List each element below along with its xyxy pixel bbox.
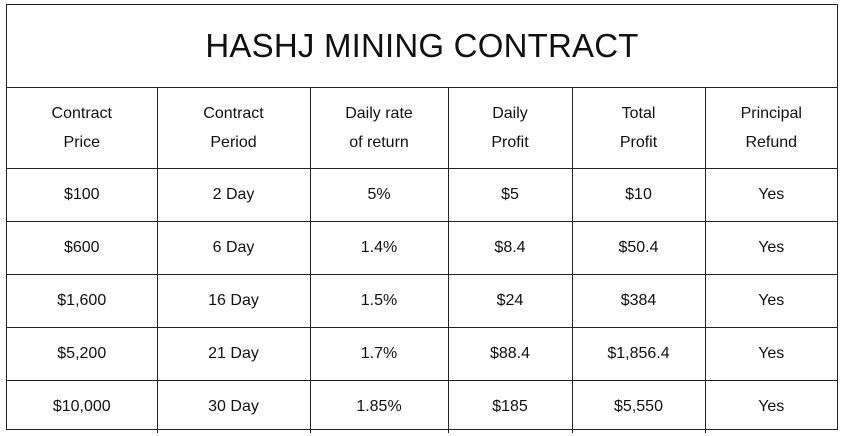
cell-daily-profit: $88.4 — [448, 327, 573, 381]
cell-daily-rate: 1.4% — [310, 221, 449, 275]
cell-contract-period: 6 Day — [157, 221, 311, 275]
cell-daily-profit: $24 — [448, 274, 573, 328]
table-row: $1,600 16 Day 1.5% $24 $384 Yes — [7, 274, 837, 328]
cell-daily-profit: $185 — [448, 380, 573, 433]
header-label-line: Total — [621, 105, 656, 122]
header-total-profit: Total Profit — [572, 88, 706, 169]
table-row: $5,200 21 Day 1.7% $88.4 $1,856.4 Yes — [7, 327, 837, 381]
header-label-line: Contract — [51, 105, 112, 122]
cell-total-profit: $1,856.4 — [572, 327, 706, 381]
cell-principal-refund: Yes — [758, 398, 785, 415]
cell-contract-price: $1,600 — [7, 274, 158, 328]
cell-daily-rate: 1.5% — [310, 274, 449, 328]
header-contract-period: Contract Period — [157, 88, 311, 169]
header-label-line: Principal — [740, 105, 802, 122]
cell-contract-period: 30 Day — [157, 380, 311, 433]
cell-daily-rate: 5% — [310, 168, 449, 222]
header-label-line: Contract — [203, 105, 264, 122]
cell-daily-profit: $5 — [448, 168, 573, 222]
header-label-line: Profit — [491, 134, 529, 151]
header-label-line: Period — [210, 134, 257, 151]
header-row: Contract Price Contract Period Daily rat… — [7, 88, 837, 169]
header-daily-profit: Daily Profit — [448, 88, 573, 169]
header-label-line: Price — [63, 134, 100, 151]
header-label-line: of return — [349, 134, 409, 151]
header-label-line: Daily — [492, 105, 528, 122]
cell-daily-rate: 1.7% — [310, 327, 449, 381]
header-principal-refund: Principal Refund — [705, 88, 837, 169]
header-label-line: Refund — [745, 134, 798, 151]
table-row: $100 2 Day 5% $5 $10 Yes — [7, 168, 837, 222]
cell-contract-price: $5,200 — [7, 327, 158, 381]
cell-total-profit: $10 — [572, 168, 706, 222]
header-contract-price: Contract Price — [7, 88, 158, 169]
cell-total-profit: $50.4 — [572, 221, 706, 275]
cell-contract-price: $10,000 — [7, 380, 158, 433]
cell-principal-refund: Yes — [705, 168, 837, 222]
cell-contract-price: $600 — [7, 221, 158, 275]
cell-principal-refund: Yes — [705, 327, 837, 381]
cell-total-profit: $5,550 — [572, 380, 706, 433]
cell-contract-price: $100 — [7, 168, 158, 222]
cell-daily-profit: $8.4 — [448, 221, 573, 275]
table-row: $600 6 Day 1.4% $8.4 $50.4 Yes — [7, 221, 837, 275]
cell-principal-refund: Yes — [705, 274, 837, 328]
title-row: HASHJ MINING CONTRACT — [7, 5, 837, 88]
cell-contract-period: 21 Day — [157, 327, 311, 381]
header-label-line: Profit — [619, 134, 658, 151]
header-daily-rate: Daily rate of return — [310, 88, 449, 169]
contract-table: Contract Price Contract Period Daily rat… — [7, 88, 837, 433]
cell-daily-rate: 1.85% — [310, 380, 449, 433]
cell-principal-refund: Yes — [705, 221, 837, 275]
contract-table-frame: HASHJ MINING CONTRACT Contract Price Con… — [6, 4, 838, 433]
cell-contract-period: 16 Day — [157, 274, 311, 328]
table-title: HASHJ MINING CONTRACT — [205, 27, 639, 64]
header-label-line: Daily rate — [345, 105, 413, 122]
cell-contract-period: 2 Day — [157, 168, 311, 222]
table-row: $10,000 30 Day 1.85% $185 $5,550 Yes — [7, 380, 837, 433]
cell-total-profit: $384 — [572, 274, 706, 328]
